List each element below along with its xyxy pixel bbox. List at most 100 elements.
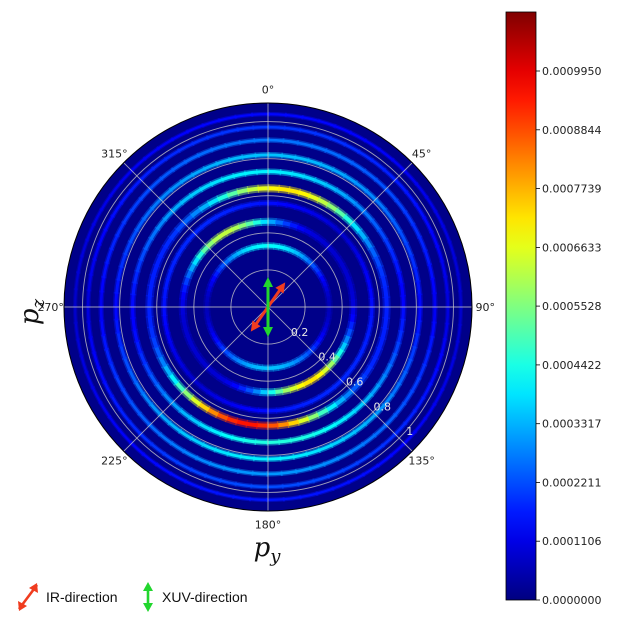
ring-segment xyxy=(88,305,89,323)
ring-segment xyxy=(252,366,258,367)
ring-segment xyxy=(277,204,287,205)
ring-segment xyxy=(255,155,270,156)
axis-label-pz: pz xyxy=(15,298,49,325)
ring-segment xyxy=(325,323,327,329)
ring-segment xyxy=(165,288,166,298)
ring-segment xyxy=(447,291,448,309)
ring-segment xyxy=(133,282,135,295)
ring-segment xyxy=(209,285,211,291)
ring-segment xyxy=(447,307,448,325)
radial-tick-label: 0.8 xyxy=(374,400,392,413)
colorbar-tick-label: 0.0009950 xyxy=(542,65,602,78)
ring-segment xyxy=(326,286,328,292)
ring-segment xyxy=(285,407,295,409)
ring-segment xyxy=(184,284,186,292)
ring-segment xyxy=(185,328,187,336)
ring-segment xyxy=(150,285,152,296)
ring-segment xyxy=(385,286,386,298)
legend-ir: IR-direction xyxy=(14,580,118,614)
ring-segment xyxy=(383,276,385,287)
ring-segment xyxy=(183,291,184,299)
ring-segment xyxy=(293,360,298,363)
ring-segment xyxy=(348,278,350,286)
ring-segment xyxy=(419,294,420,309)
ring-segment xyxy=(268,114,287,115)
ring-segment xyxy=(164,315,165,325)
ring-segment xyxy=(268,127,286,128)
ring-segment xyxy=(273,367,279,368)
ring-segment xyxy=(267,442,280,443)
colorbar-tick-label: 0.0007739 xyxy=(542,183,602,196)
ring-segment xyxy=(275,222,283,223)
angular-tick-label: 135° xyxy=(408,455,435,468)
ring-segment xyxy=(249,409,259,410)
colorbar: 0.00000000.00011060.00022110.00033170.00… xyxy=(506,12,602,607)
ring-segment xyxy=(133,294,134,307)
ring-segment xyxy=(460,290,461,309)
ring-segment xyxy=(289,387,297,389)
colorbar-tick-label: 0.0003317 xyxy=(542,418,602,431)
ring-segment xyxy=(256,425,268,426)
ring-segment xyxy=(245,389,253,391)
ring-segment xyxy=(266,473,282,474)
colorbar-tick-label: 0.0002211 xyxy=(542,477,602,490)
ring-segment xyxy=(382,328,385,339)
ring-segment xyxy=(401,283,403,296)
ring-segment xyxy=(401,319,403,332)
ring-segment xyxy=(212,332,215,337)
ring-segment xyxy=(277,424,289,425)
ring-segment xyxy=(403,307,404,320)
radial-tick-label: 0.4 xyxy=(318,351,336,364)
ring-segment xyxy=(251,114,270,115)
radial-tick-label: 0.6 xyxy=(346,376,364,389)
angular-tick-label: 90° xyxy=(476,301,496,314)
ring-segment xyxy=(279,247,285,248)
angular-tick-label: 180° xyxy=(255,518,282,531)
ring-segment xyxy=(268,188,280,189)
ring-segment xyxy=(242,249,248,251)
ring-segment xyxy=(352,314,353,322)
ring-segment xyxy=(278,440,291,442)
ring-segment xyxy=(252,391,260,392)
ring-segment xyxy=(287,422,298,424)
ring-segment xyxy=(116,305,117,320)
ring-segment xyxy=(209,322,211,328)
ring-segment xyxy=(403,295,404,308)
axis-label-py-sub: y xyxy=(269,546,281,567)
colorbar-tick-label: 0.0004422 xyxy=(542,359,602,372)
angular-tick-label: 45° xyxy=(412,147,432,160)
ring-segment xyxy=(460,307,461,326)
ring-segment xyxy=(418,281,420,296)
xuv-legend-icon xyxy=(138,580,158,614)
ring-segment xyxy=(75,305,76,324)
ring-segment xyxy=(236,421,247,424)
ring-segment xyxy=(246,223,254,225)
ring-segment xyxy=(75,288,76,307)
ring-segment xyxy=(241,205,251,207)
ring-segment xyxy=(283,223,291,225)
ring-segment xyxy=(237,251,242,254)
angular-tick-label: 225° xyxy=(101,455,128,468)
ring-segment xyxy=(273,246,279,247)
ring-segment xyxy=(419,307,420,322)
ring-segment xyxy=(327,318,328,324)
ring-segment xyxy=(116,319,118,334)
ir-legend-label: IR-direction xyxy=(46,589,118,605)
ring-segment xyxy=(327,291,328,297)
ring-segment xyxy=(243,440,256,442)
ring-segment xyxy=(278,189,289,191)
colorbar-tick-label: 0.0001106 xyxy=(542,535,602,548)
ring-segment xyxy=(323,328,325,334)
ring-segment xyxy=(252,247,258,248)
ring-segment xyxy=(247,248,253,250)
ring-segment xyxy=(257,246,263,247)
ring-segment xyxy=(350,285,352,293)
legend-xuv: XUV-direction xyxy=(138,580,248,614)
ring-segment xyxy=(186,277,189,285)
ring-segment xyxy=(149,295,150,307)
ring-segment xyxy=(249,499,268,500)
ring-segment xyxy=(238,387,246,390)
ring-segment xyxy=(252,127,270,128)
